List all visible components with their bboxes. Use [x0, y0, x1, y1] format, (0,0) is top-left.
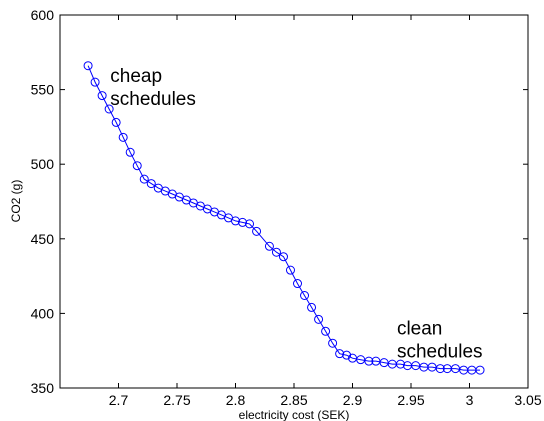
- ticks: 2.7 2.75 2.8 2.85 2.9 2.95 3 3.05 350 400 450 500 55…: [31, 7, 542, 408]
- data-point: [111, 117, 121, 127]
- y-axis-label: CO2 (g): [9, 180, 23, 223]
- x-tick-label: 2.85: [280, 392, 307, 408]
- x-tick-label: 2.75: [163, 392, 190, 408]
- x-axis-label: electricity cost (SEK): [239, 408, 350, 421]
- data-point: [125, 147, 135, 157]
- data-point: [328, 338, 338, 348]
- data-point: [321, 326, 331, 336]
- data-point: [293, 279, 303, 289]
- x-tick-label: 3: [466, 392, 474, 408]
- data-point: [231, 216, 240, 226]
- annotation-text: cheap: [110, 66, 162, 87]
- data-point: [238, 217, 248, 227]
- data-point: [83, 61, 93, 71]
- y-tick-label: 500: [31, 156, 55, 172]
- x-tick-label: 2.7: [109, 392, 129, 408]
- data-point: [300, 290, 310, 300]
- data-point: [264, 241, 274, 251]
- data-point: [90, 77, 100, 87]
- data-point: [342, 350, 352, 360]
- plot-area: [59, 14, 529, 389]
- x-tick-label: 2.95: [397, 392, 424, 408]
- x-tick-label: 2.8: [226, 392, 246, 408]
- y-tick-label: 450: [31, 231, 55, 247]
- x-tick-label: 2.9: [343, 392, 363, 408]
- data-point: [139, 174, 149, 184]
- y-tick-label: 400: [31, 305, 55, 321]
- data-point: [245, 219, 255, 229]
- data-point: [97, 91, 107, 101]
- data-point: [146, 179, 156, 189]
- data-point: [307, 302, 317, 312]
- data-point: [118, 132, 128, 142]
- data-point: [285, 265, 295, 275]
- data-point: [271, 247, 281, 257]
- data-point: [475, 365, 485, 375]
- data-point: [104, 104, 114, 114]
- annotation-text: schedules: [110, 89, 196, 110]
- y-tick-label: 600: [31, 7, 55, 23]
- y-tick-label: 350: [31, 380, 55, 396]
- data-point: [314, 314, 324, 324]
- data-point: [395, 359, 405, 369]
- annotation-text: schedules: [397, 341, 483, 362]
- data-point: [132, 161, 142, 171]
- series: [83, 61, 485, 375]
- data-point: [252, 226, 262, 236]
- x-tick-label: 3.05: [514, 392, 541, 408]
- data-point: [364, 356, 374, 366]
- data-point: [435, 364, 445, 374]
- data-point: [335, 349, 345, 359]
- data-point: [278, 252, 288, 262]
- y-tick-label: 550: [31, 82, 55, 98]
- annotation-text: clean: [397, 318, 442, 339]
